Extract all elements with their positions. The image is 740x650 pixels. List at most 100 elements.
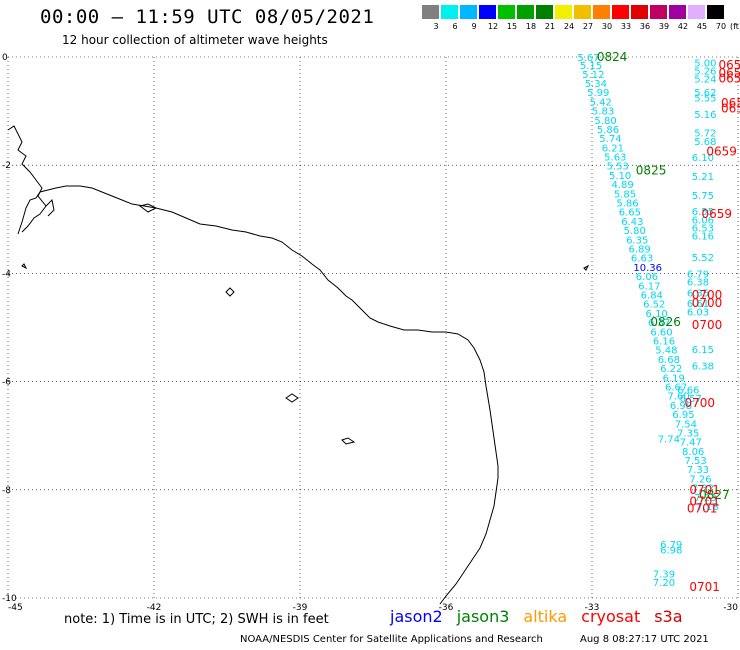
coast-detail-north (7, 125, 47, 233)
pass-time-label: 0700 (692, 288, 723, 302)
wave-height-value: 7.20 (653, 578, 675, 589)
wave-height-value: 6.17 (638, 281, 660, 292)
legend-label-24: 24 (563, 22, 575, 31)
legend-label-45: 45 (696, 22, 708, 31)
island-3 (138, 203, 158, 213)
pass-time-label: 0700 (692, 318, 723, 332)
pass-time-label: 0824 (597, 50, 628, 64)
chart-title: 00:00 – 11:59 UTC 08/05/2021 (40, 6, 375, 28)
wave-height-value: 5.75 (692, 191, 714, 202)
legend-label-6: 6 (452, 22, 458, 31)
wave-height-value: 5.80 (594, 116, 616, 127)
wave-height-value: 6.15 (692, 345, 714, 356)
footnote: note: 1) Time is in UTC; 2) SWH is in fe… (64, 612, 329, 627)
wave-height-value: 5.63 (604, 153, 626, 164)
wave-height-value: 6.84 (641, 290, 663, 301)
satellite-cryosat: cryosat (581, 607, 641, 626)
generated-timestamp: Aug 8 08:27:17 UTC 2021 (580, 634, 709, 645)
lon-tick-label: -33 (585, 603, 600, 613)
wave-height-value: 7.74 (658, 434, 680, 445)
wave-height-value: 7.32 (692, 484, 714, 495)
legend-swatch-24 (555, 5, 572, 19)
satellite-s3a: s3a (654, 607, 683, 626)
wave-height-observations: 5.675.155.125.345.995.425.835.805.865.74… (577, 53, 718, 589)
wave-height-value: 6.63 (631, 254, 653, 265)
pass-time-labels: 0824082508260827065906590659065906590659… (597, 50, 740, 594)
lon-tick-label: -36 (439, 603, 454, 613)
chart-subtitle: 12 hour collection of altimeter wave hei… (62, 33, 328, 47)
legend-label-3: 3 (433, 22, 439, 31)
pass-time-label: 0701 (689, 483, 720, 497)
pass-time-label: 0659 (719, 58, 740, 72)
wave-height-value: 5.52 (692, 253, 714, 264)
wave-height-value: 5.12 (582, 70, 604, 81)
wave-height-value: 5.42 (590, 97, 612, 108)
wave-height-value: 7.18 (697, 502, 719, 513)
wave-height-value: 6.65 (619, 208, 641, 219)
wave-height-value: 5.21 (692, 172, 714, 183)
pass-time-label: 0701 (689, 495, 720, 509)
legend-label-12: 12 (487, 22, 499, 31)
wave-height-value: 5.53 (607, 162, 629, 173)
wave-height-value: 6.89 (629, 245, 651, 256)
legend-label-36: 36 (639, 22, 651, 31)
legend-swatch-36 (631, 5, 648, 19)
legend-swatch-9 (460, 5, 477, 19)
pass-time-label: 0659 (719, 66, 740, 80)
wave-height-value: 5.34 (585, 79, 607, 90)
wave-height-value: 5.99 (587, 88, 609, 99)
wave-height-value: 6.67 (665, 382, 687, 393)
legend-swatch-30 (593, 5, 610, 19)
wave-height-value: 7.53 (684, 456, 706, 467)
wave-height-value: 7.23 (694, 493, 716, 504)
lat-tick-label: -10 (2, 594, 17, 604)
wave-height-value: 6.22 (660, 364, 682, 375)
wave-height-value: 6.37 (648, 318, 670, 329)
legend-label-18: 18 (525, 22, 537, 31)
legend-swatch-42 (669, 5, 686, 19)
wave-height-value: 6.10 (692, 153, 714, 164)
brazil-coastline (7, 125, 499, 605)
legend-label-21: 21 (544, 22, 556, 31)
wave-height-value: 6.57 (680, 394, 702, 405)
pass-time-label: 0659 (721, 101, 740, 115)
pass-time-label: 0659 (702, 207, 733, 221)
pass-time-label: 0826 (650, 315, 681, 329)
wave-height-value: 6.10 (646, 309, 668, 320)
wave-height-value: 6.35 (687, 288, 709, 299)
axis-tick-labels: -45 -42 -39 -36 -33 -30 0 -2 -4 -6 -8 -10 (2, 53, 738, 613)
legend-swatch-18 (517, 5, 534, 19)
wave-height-value: 6.38 (692, 361, 714, 372)
wave-height-value: 5.68 (694, 137, 716, 148)
wave-height-value: 6.06 (692, 215, 714, 226)
wave-height-value: 6.95 (672, 410, 694, 421)
wave-height-value: 6.21 (602, 143, 624, 154)
legend-label-27: 27 (582, 22, 594, 31)
legend-label-9: 9 (471, 22, 477, 31)
satellite-jason2: jason2 (390, 607, 443, 626)
wave-height-value: 6.79 (687, 269, 709, 280)
lat-tick-label: 0 (2, 53, 8, 63)
satellite-altika: altika (523, 607, 568, 626)
wave-height-value: 6.43 (621, 217, 643, 228)
lat-tick-label: -2 (2, 161, 11, 171)
wave-height-value: 5.67 (577, 53, 599, 64)
wave-height-value: 5.86 (597, 125, 619, 136)
legend-swatch-21 (536, 5, 553, 19)
wave-height-value: 5.86 (616, 199, 638, 210)
lon-tick-label: -42 (147, 603, 162, 613)
legend-label-30: 30 (601, 22, 613, 31)
island-1 (285, 393, 299, 403)
wave-height-value: 10.36 (633, 263, 662, 274)
lat-tick-label: -6 (2, 378, 11, 388)
lon-tick-label: -30 (723, 603, 738, 613)
wave-height-value: 5.85 (614, 189, 636, 200)
lat-tick-label: -8 (2, 486, 11, 496)
wave-height-value: 5.10 (609, 171, 631, 182)
pass-time-label: 0701 (687, 502, 718, 516)
legend-swatch-12 (479, 5, 496, 19)
wave-height-value: 5.48 (655, 346, 677, 357)
wave-height-value: 6.16 (653, 336, 675, 347)
wave-height-value: 6.68 (658, 355, 680, 366)
satellite-legend: jason2 jason3 altika cryosat s3a (390, 607, 697, 626)
